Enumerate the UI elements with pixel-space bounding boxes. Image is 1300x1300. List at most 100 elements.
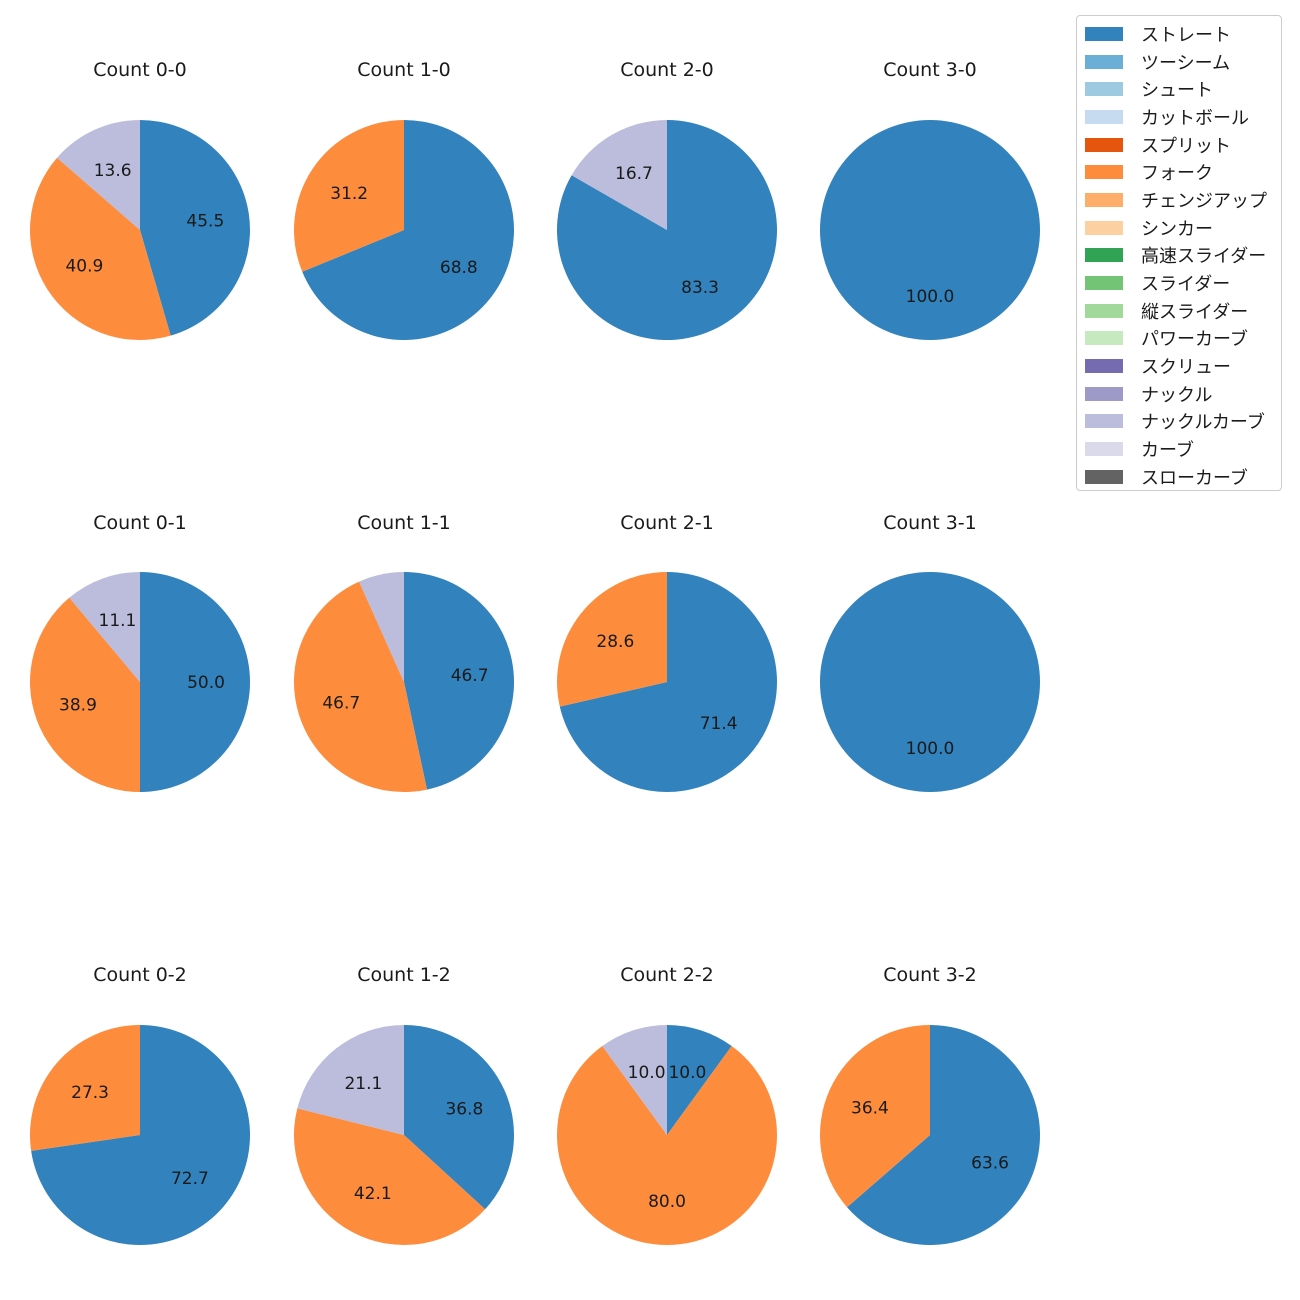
legend-item: ナックル — [1085, 380, 1281, 408]
legend-swatch — [1085, 331, 1123, 346]
legend-swatch — [1085, 137, 1123, 152]
slice-value-label: 68.8 — [440, 258, 478, 278]
legend-swatch — [1085, 165, 1123, 180]
legend-swatch — [1085, 192, 1123, 207]
pie-slice — [359, 572, 404, 682]
slice-value-label: 36.4 — [851, 1099, 889, 1119]
slice-value-label: 80.0 — [648, 1192, 686, 1212]
legend-swatch — [1085, 469, 1123, 484]
legend-item: 高速スライダー — [1085, 242, 1281, 270]
slice-value-label: 63.6 — [971, 1153, 1009, 1173]
legend-item: パワーカーブ — [1085, 325, 1281, 353]
pie-slice — [404, 572, 515, 790]
legend-label: スクリュー — [1141, 357, 1231, 379]
pie-chart: Count 3-1 100.0 — [820, 512, 1040, 792]
pie-slice — [404, 1025, 514, 1210]
slice-value-label: 83.3 — [681, 278, 719, 298]
legend-item: ストレート — [1085, 20, 1281, 48]
legend-item: カットボール — [1085, 103, 1281, 131]
legend-label: スライダー — [1141, 274, 1231, 296]
pie-chart: Count 1-2 36.8 42.1 21.1 — [294, 964, 514, 1245]
pie-chart: Count 3-2 63.6 36.4 — [819, 964, 1040, 1245]
legend-swatch — [1085, 303, 1123, 318]
legend-swatch — [1085, 248, 1123, 263]
pie-slice — [297, 1025, 404, 1135]
legend-item: ナックルカーブ — [1085, 408, 1281, 436]
pie-slice — [140, 572, 250, 792]
legend-item: カーブ — [1085, 435, 1281, 463]
pie-slice — [30, 157, 171, 340]
pie-slice — [31, 1025, 251, 1245]
slice-value-label: 27.3 — [71, 1083, 109, 1103]
legend-label: スプリット — [1141, 135, 1231, 157]
pie-chart: Count 0-0 45.5 40.9 13.6 — [30, 59, 250, 340]
pie-slice — [293, 581, 427, 792]
pie-slice — [294, 1108, 486, 1245]
pie-chart: Count 2-1 71.4 28.6 — [557, 512, 777, 792]
pie-slice — [602, 1025, 667, 1135]
slice-value-label: 46.7 — [451, 666, 489, 686]
chart-title: Count 1-2 — [357, 964, 451, 986]
legend-item: スライダー — [1085, 269, 1281, 297]
legend-label: チェンジアップ — [1141, 190, 1267, 212]
pie-slice — [559, 572, 777, 792]
pie-slice — [557, 1046, 778, 1245]
legend: ストレート ツーシーム シュートカットボール スプリットフォークチェンジアップ シンカー… — [1076, 15, 1282, 491]
legend-item: 縦スライダー — [1085, 297, 1281, 325]
legend-swatch — [1085, 82, 1123, 97]
legend-swatch — [1085, 54, 1123, 69]
pie-chart: Count 3-0 100.0 — [820, 59, 1040, 340]
chart-title: Count 3-2 — [883, 964, 977, 986]
legend-label: フォーク — [1141, 163, 1213, 185]
slice-value-label: 46.7 — [322, 693, 360, 713]
legend-item: スクリュー — [1085, 352, 1281, 380]
legend-label: カーブ — [1141, 440, 1194, 462]
slice-value-label: 31.2 — [330, 184, 368, 204]
pie-slice — [557, 572, 667, 707]
legend-swatch — [1085, 26, 1123, 41]
slice-value-label: 72.7 — [171, 1169, 209, 1189]
legend-label: ストレート — [1141, 24, 1231, 46]
pie-chart: Count 1-1 46.7 46.7 — [293, 512, 515, 792]
slice-value-label: 42.1 — [354, 1184, 392, 1204]
legend-label: ナックル — [1141, 384, 1213, 406]
chart-title: Count 0-2 — [93, 964, 187, 986]
slice-value-label: 50.0 — [187, 673, 225, 693]
legend-item: スローカーブ — [1085, 463, 1281, 491]
chart-title: Count 1-0 — [357, 59, 451, 81]
slice-value-label: 100.0 — [906, 739, 955, 759]
pie-chart: Count 2-0 83.3 16.7 — [557, 59, 777, 340]
legend-swatch — [1085, 276, 1123, 291]
slice-value-label: 21.1 — [344, 1074, 382, 1094]
pie-slice — [819, 1025, 930, 1208]
pie-slice — [302, 120, 514, 340]
pie-slice — [820, 572, 1040, 792]
legend-label: ナックルカーブ — [1141, 412, 1265, 434]
slice-value-label: 16.7 — [615, 164, 653, 184]
legend-label: シンカー — [1141, 218, 1213, 240]
legend-item: フォーク — [1085, 158, 1281, 186]
legend-swatch — [1085, 414, 1123, 429]
pie-slice — [57, 120, 140, 230]
legend-label: スローカーブ — [1141, 467, 1248, 489]
chart-title: Count 3-0 — [883, 59, 977, 81]
slice-value-label: 100.0 — [906, 287, 955, 307]
legend-item: シュート — [1085, 75, 1281, 103]
legend-swatch — [1085, 359, 1123, 374]
slice-value-label: 45.5 — [186, 212, 224, 232]
chart-title: Count 2-0 — [620, 59, 714, 81]
slice-value-label: 10.0 — [628, 1063, 666, 1083]
legend-swatch — [1085, 109, 1123, 124]
pie-slice — [294, 120, 404, 272]
pie-chart: Count 0-1 50.0 38.9 11.1 — [30, 512, 250, 792]
slice-value-label: 28.6 — [596, 632, 634, 652]
pie-chart: Count 1-0 68.8 31.2 — [294, 59, 514, 340]
legend-swatch — [1085, 386, 1123, 401]
slice-value-label: 40.9 — [65, 257, 103, 277]
legend-item: ツーシーム — [1085, 48, 1281, 76]
legend-label: カットボール — [1141, 107, 1249, 129]
chart-title: Count 0-0 — [93, 59, 187, 81]
slice-value-label: 71.4 — [700, 714, 738, 734]
legend-item: スプリット — [1085, 131, 1281, 159]
